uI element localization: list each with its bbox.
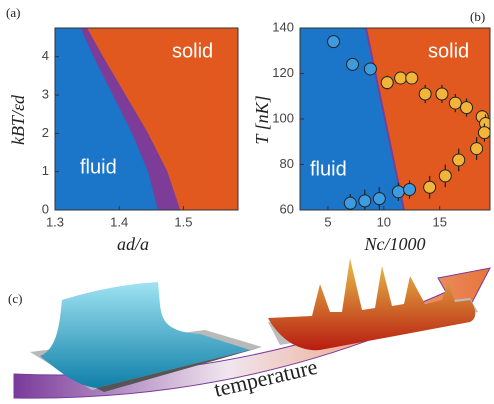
data-point	[453, 154, 465, 166]
figure: (a) ad/a kBT/εd fluid solid (b) Nc/1000 …	[0, 0, 494, 404]
y-tick-label: 60	[280, 201, 294, 216]
y-tick-label: 100	[272, 110, 294, 125]
y-tick-label: 140	[272, 19, 294, 34]
data-point	[381, 77, 393, 89]
y-tick-label: 120	[272, 65, 294, 80]
data-point	[478, 127, 490, 139]
x-tick-label: 10	[377, 214, 391, 229]
data-point	[471, 143, 483, 155]
data-point	[406, 72, 418, 84]
data-point	[364, 63, 376, 75]
x-tick-label: 5	[324, 214, 331, 229]
panel-label: (a)	[6, 5, 20, 20]
y-axis-label: T [nK]	[252, 95, 272, 144]
y-tick-label: 4	[42, 48, 49, 63]
x-tick-label: 1.3	[46, 214, 64, 229]
illustration: (c) temperature	[8, 258, 490, 402]
y-tick-label: 80	[280, 156, 294, 171]
x-tick-label: 1.5	[174, 214, 192, 229]
x-tick-label: 15	[432, 214, 446, 229]
data-point	[419, 88, 431, 100]
data-point	[328, 36, 340, 48]
data-point	[461, 102, 473, 114]
data-point	[347, 58, 359, 70]
y-axis-label: kBT/εd	[8, 94, 28, 145]
data-point	[439, 170, 451, 182]
y-tick-label: 2	[42, 125, 49, 140]
region-label: fluid	[80, 156, 117, 178]
data-point	[424, 181, 436, 193]
data-point	[359, 195, 371, 207]
data-point	[344, 197, 356, 209]
x-axis-label: ad/a	[117, 234, 149, 254]
y-tick-label: 3	[42, 86, 49, 101]
x-axis-label: Nc/1000	[364, 234, 426, 254]
y-tick-label: 1	[42, 163, 49, 178]
region-label: solid	[172, 40, 213, 62]
region-label: solid	[428, 40, 469, 62]
x-tick-label: 1.4	[110, 214, 128, 229]
data-point	[395, 72, 407, 84]
data-point	[373, 193, 385, 205]
data-point	[449, 97, 461, 109]
region-label: fluid	[310, 158, 347, 180]
data-point	[436, 88, 448, 100]
solid-surface	[268, 258, 475, 350]
y-tick-label: 0	[42, 201, 49, 216]
panel-label: (c)	[8, 291, 22, 306]
data-point	[404, 184, 416, 196]
data-point	[392, 186, 404, 198]
panel-label: (b)	[470, 9, 485, 24]
